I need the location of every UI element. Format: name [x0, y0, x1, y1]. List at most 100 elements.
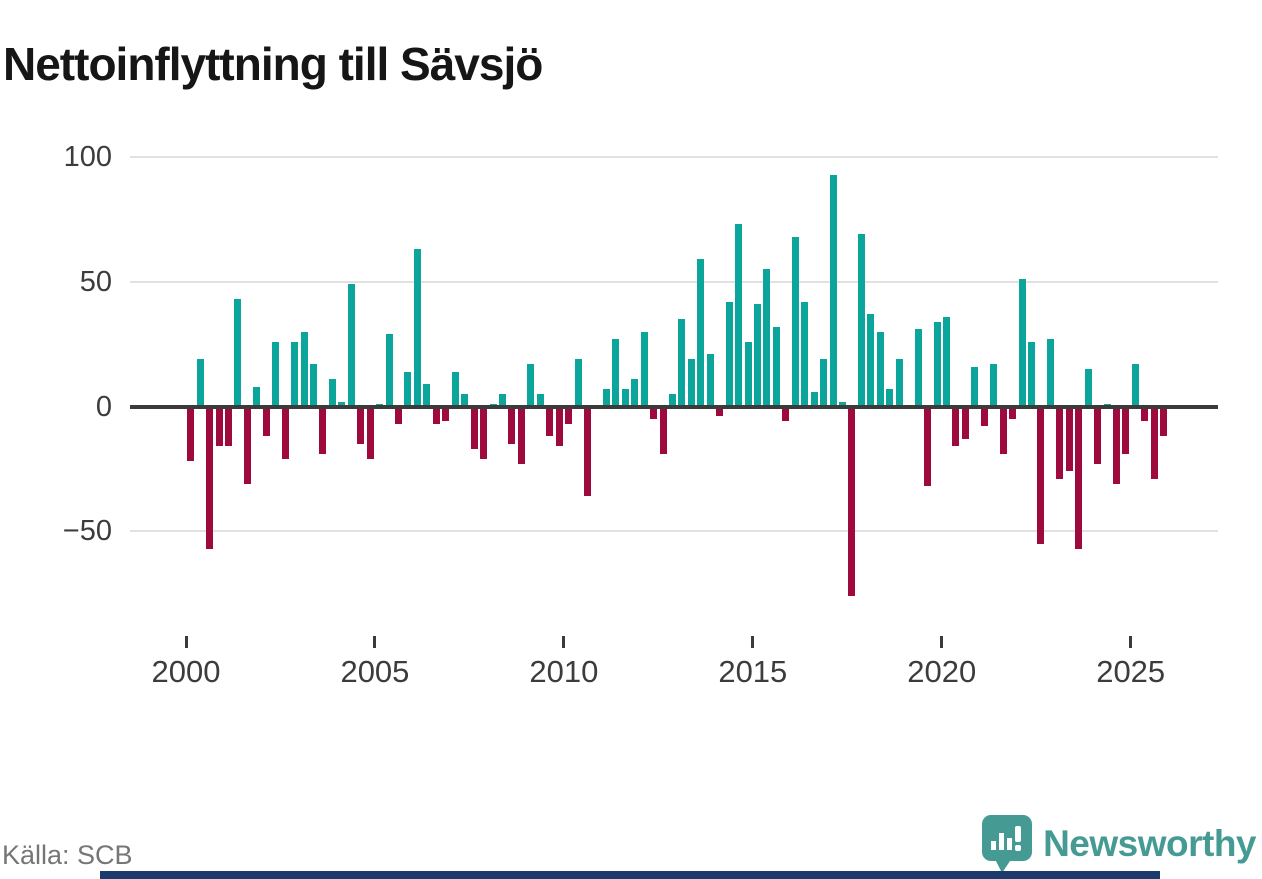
bar: [621, 389, 629, 407]
bar: [1131, 364, 1139, 407]
y-axis-tick-label: 0: [95, 390, 112, 423]
bar: [1084, 369, 1092, 407]
bar: [1009, 406, 1017, 419]
bar: [848, 406, 856, 597]
bar: [772, 326, 780, 407]
y-axis-tick-label: −50: [62, 515, 112, 548]
bar: [1150, 406, 1158, 479]
bar: [810, 391, 818, 407]
bar: [451, 371, 459, 407]
bar: [413, 249, 421, 407]
newsworthy-logo-text: Newsworthy: [1043, 823, 1256, 864]
bar: [668, 394, 676, 407]
x-axis-tick-label: 2000: [151, 654, 221, 689]
bar: [961, 406, 969, 439]
bar: [328, 379, 336, 407]
bar: [735, 224, 743, 407]
bar: [338, 401, 346, 407]
bar: [1027, 341, 1035, 407]
bar: [801, 301, 809, 407]
bar: [839, 401, 847, 407]
bar: [754, 304, 762, 407]
bar: [1113, 406, 1120, 484]
bar: [234, 299, 242, 407]
bar: [224, 406, 232, 447]
bar: [385, 334, 393, 407]
bar-chart-plot: 100 50 0 −50 2000 2005 2010 2015 2020 2025: [62, 142, 1218, 689]
bar: [791, 236, 799, 407]
x-axis-tick: [940, 636, 944, 648]
bar: [310, 364, 317, 407]
bar: [215, 406, 223, 447]
bar: [319, 406, 327, 454]
bar: [1056, 406, 1064, 479]
bar: [971, 366, 979, 407]
bar: [706, 354, 714, 407]
bar: [857, 234, 865, 407]
bar: [782, 406, 790, 422]
x-axis-tick: [1129, 636, 1133, 648]
bar: [820, 359, 828, 407]
bar: [602, 389, 610, 407]
x-axis-tick: [184, 636, 188, 648]
y-gridline: [130, 530, 1218, 533]
bar: [583, 406, 591, 497]
x-axis-tick-label: 2005: [340, 654, 410, 689]
bar: [687, 359, 695, 407]
bar: [1075, 406, 1083, 549]
bar: [442, 406, 450, 422]
bar: [300, 331, 308, 407]
bar: [196, 359, 204, 407]
zero-axis-line: [130, 404, 1218, 409]
bar: [243, 406, 251, 484]
bar: [404, 371, 412, 407]
bar: [187, 406, 195, 462]
bar: [366, 406, 374, 459]
bar: [357, 406, 365, 444]
y-gridline: [130, 156, 1218, 159]
bar: [262, 406, 270, 437]
bar: [1046, 339, 1054, 407]
bar: [952, 406, 960, 447]
bar: [423, 384, 431, 407]
bar: [281, 406, 289, 459]
bar: [640, 331, 648, 407]
bar: [876, 331, 884, 407]
bar: [933, 321, 941, 407]
bar: [612, 339, 620, 407]
bar: [291, 341, 299, 407]
x-axis-tick: [373, 636, 377, 648]
bar: [1037, 406, 1045, 544]
bar: [253, 386, 261, 407]
bar: [886, 389, 894, 407]
bar: [272, 341, 280, 407]
bar: [829, 174, 837, 407]
bar: [914, 329, 922, 407]
bar: [206, 406, 214, 549]
bar: [536, 394, 544, 407]
newsworthy-logo-icon: [981, 814, 1033, 874]
bar: [347, 284, 355, 407]
newsworthy-logo[interactable]: Newsworthy: [981, 814, 1256, 874]
bar: [1122, 406, 1130, 454]
x-axis-tick: [751, 636, 755, 648]
y-axis-tick-label: 50: [79, 265, 112, 298]
bar: [867, 314, 875, 407]
bar: [924, 406, 932, 487]
y-gridline: [130, 280, 1218, 283]
chart-title: Nettoinflyttning till Sävsjö: [3, 37, 543, 90]
bar: [480, 406, 488, 459]
bar: [470, 406, 478, 449]
bottom-accent-bar: [100, 871, 1160, 879]
x-axis-tick-label: 2015: [718, 654, 788, 689]
bar: [999, 406, 1007, 454]
bar: [395, 406, 403, 424]
bar: [990, 364, 998, 407]
bar: [1018, 279, 1026, 407]
bar: [697, 259, 705, 407]
bar: [1141, 406, 1149, 422]
bar: [461, 394, 469, 407]
bar: [546, 406, 554, 437]
bar: [527, 364, 535, 407]
bar: [895, 359, 903, 407]
